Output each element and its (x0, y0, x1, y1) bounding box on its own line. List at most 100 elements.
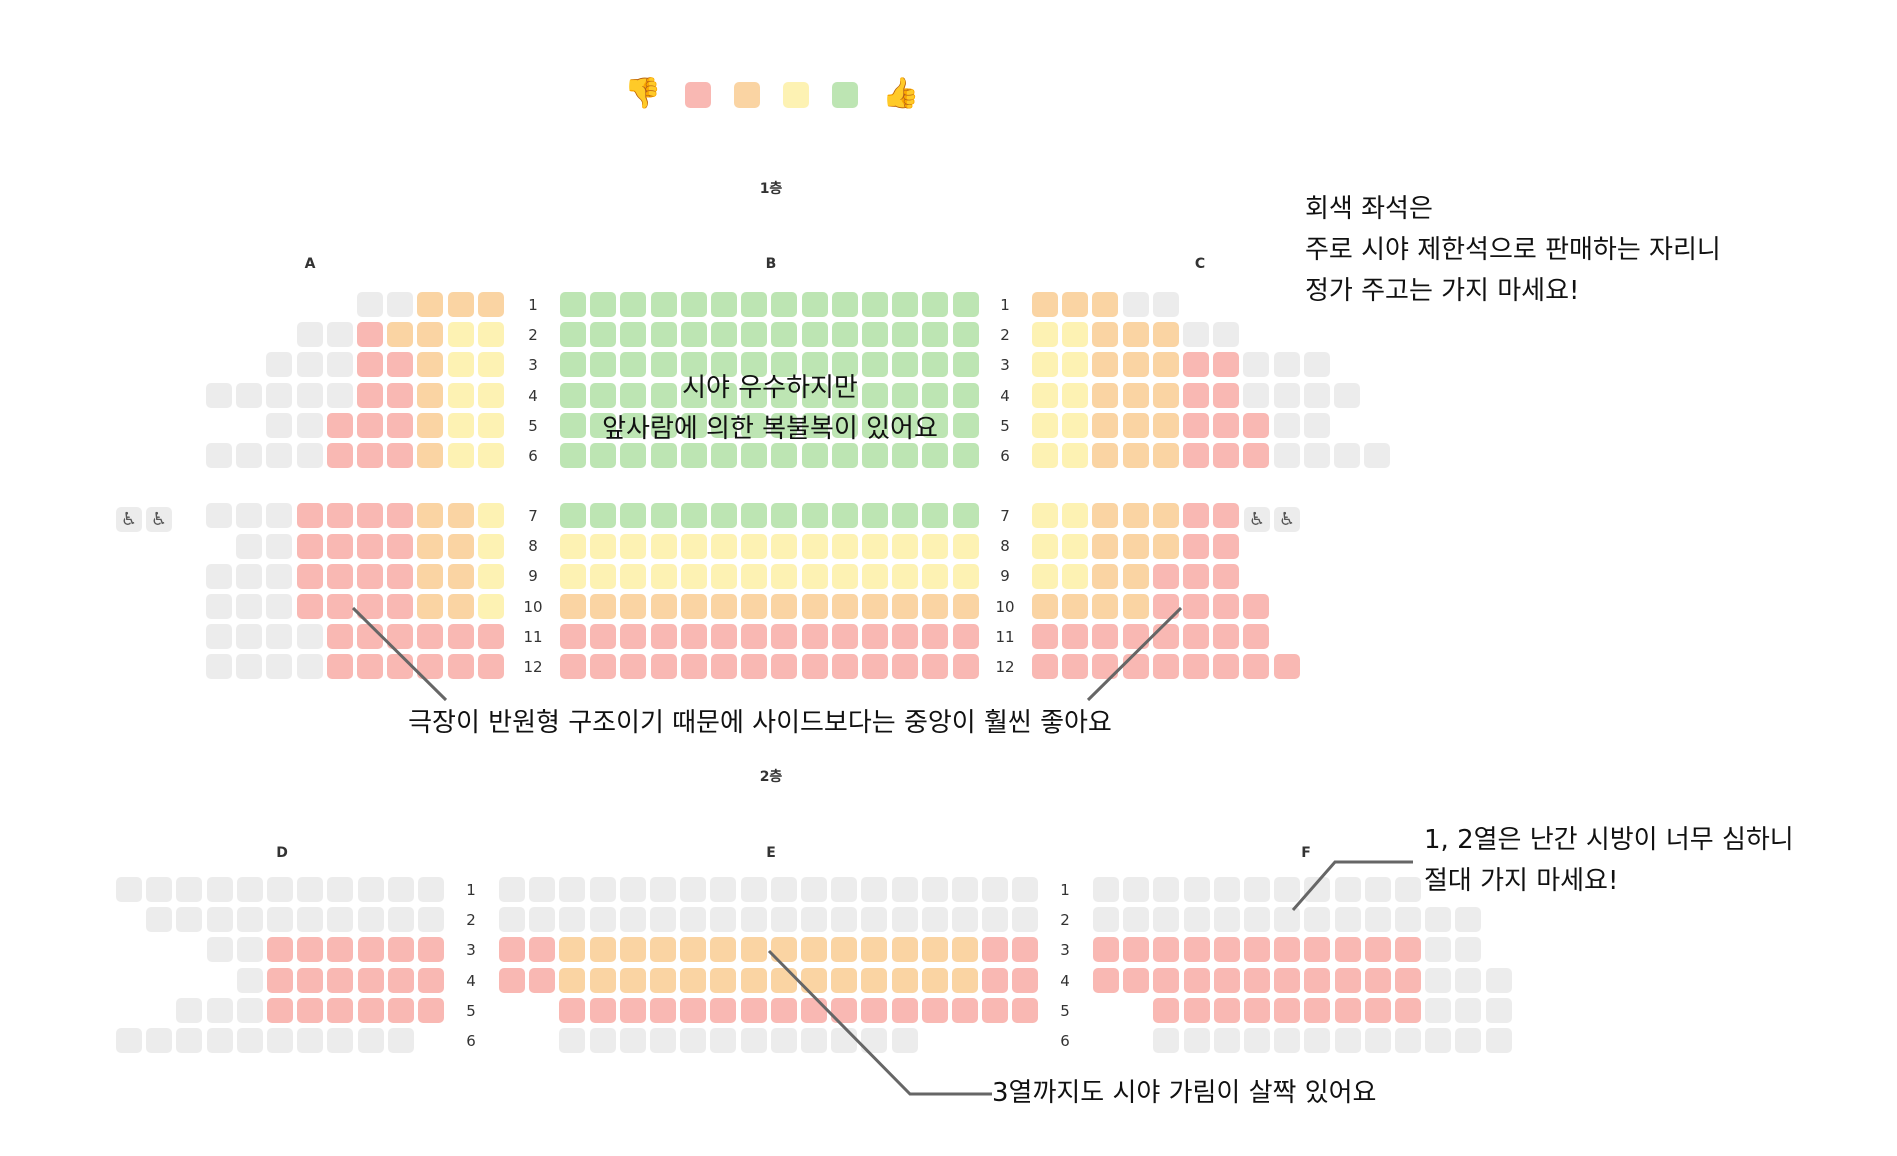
seat[interactable] (267, 1028, 293, 1053)
seat[interactable] (650, 443, 677, 468)
seat[interactable] (801, 563, 828, 589)
seat[interactable] (831, 292, 858, 317)
seat[interactable] (921, 997, 948, 1023)
seat[interactable] (892, 352, 919, 378)
seat[interactable] (922, 654, 949, 680)
seat[interactable] (1122, 654, 1149, 680)
seat[interactable] (1032, 624, 1058, 650)
seat[interactable] (831, 937, 858, 963)
seat[interactable] (1062, 322, 1089, 348)
seat[interactable] (770, 997, 797, 1023)
seat[interactable] (861, 1028, 888, 1053)
seat[interactable] (1455, 1028, 1482, 1053)
seat[interactable] (710, 997, 737, 1023)
seat[interactable] (589, 877, 616, 902)
seat[interactable] (296, 533, 323, 559)
seat[interactable] (1153, 937, 1180, 963)
seat[interactable] (952, 654, 979, 680)
seat[interactable] (296, 352, 323, 378)
seat[interactable] (326, 382, 353, 408)
seat[interactable] (922, 594, 949, 619)
seat[interactable] (560, 503, 586, 529)
seat[interactable] (417, 563, 444, 589)
seat[interactable] (892, 292, 919, 317)
seat[interactable] (1092, 352, 1119, 378)
seat[interactable] (650, 412, 677, 438)
seat[interactable] (387, 503, 414, 529)
seat[interactable] (1425, 997, 1452, 1023)
seat[interactable] (1183, 997, 1210, 1023)
seat[interactable] (620, 352, 647, 378)
seat[interactable] (1032, 352, 1058, 378)
seat[interactable] (620, 594, 647, 619)
seat[interactable] (620, 443, 647, 468)
seat[interactable] (1183, 1028, 1210, 1053)
seat[interactable] (266, 412, 293, 438)
seat[interactable] (741, 624, 768, 650)
seat[interactable] (711, 563, 737, 589)
seat[interactable] (862, 594, 888, 619)
seat[interactable] (560, 292, 586, 317)
seat[interactable] (1092, 624, 1119, 650)
seat[interactable] (892, 654, 919, 680)
seat[interactable] (499, 877, 525, 902)
seat[interactable] (770, 937, 797, 963)
seat[interactable] (952, 533, 979, 559)
seat[interactable] (1213, 594, 1240, 619)
seat[interactable] (680, 624, 707, 650)
seat[interactable] (741, 654, 768, 680)
seat[interactable] (1455, 967, 1482, 993)
seat[interactable] (771, 624, 798, 650)
seat[interactable] (1092, 533, 1119, 559)
seat[interactable] (387, 533, 414, 559)
seat[interactable] (559, 937, 586, 963)
seat[interactable] (1012, 937, 1039, 963)
seat[interactable] (1274, 967, 1301, 993)
seat[interactable] (559, 877, 586, 902)
seat[interactable] (711, 382, 737, 408)
seat[interactable] (771, 594, 798, 619)
seat[interactable] (1243, 352, 1270, 378)
seat[interactable] (357, 503, 383, 529)
seat[interactable] (1213, 654, 1240, 680)
seat[interactable] (982, 937, 1009, 963)
seat[interactable] (297, 907, 324, 933)
seat[interactable] (771, 382, 798, 408)
seat[interactable] (477, 594, 504, 619)
seat[interactable] (620, 382, 647, 408)
seat[interactable] (590, 352, 617, 378)
seat[interactable] (1364, 967, 1391, 993)
seat[interactable] (620, 503, 647, 529)
seat[interactable] (680, 654, 707, 680)
seat[interactable] (357, 412, 383, 438)
seat[interactable] (529, 907, 556, 933)
seat[interactable] (418, 997, 444, 1023)
seat[interactable] (477, 503, 504, 529)
seat[interactable] (831, 503, 858, 529)
seat[interactable] (417, 382, 444, 408)
seat[interactable] (447, 624, 474, 650)
seat[interactable] (891, 1028, 918, 1053)
seat[interactable] (1093, 877, 1119, 902)
seat[interactable] (1183, 563, 1209, 589)
seat[interactable] (1122, 292, 1149, 317)
seat[interactable] (590, 594, 617, 619)
seat[interactable] (1122, 412, 1149, 438)
seat[interactable] (387, 997, 414, 1023)
seat[interactable] (922, 563, 949, 589)
seat[interactable] (921, 937, 948, 963)
seat[interactable] (922, 292, 949, 317)
seat[interactable] (116, 877, 142, 902)
seat[interactable] (1032, 412, 1058, 438)
seat[interactable] (710, 877, 737, 902)
seat[interactable] (387, 907, 414, 933)
seat[interactable] (1183, 967, 1210, 993)
seat[interactable] (740, 997, 767, 1023)
seat[interactable] (236, 624, 263, 650)
seat[interactable] (711, 594, 737, 619)
seat[interactable] (1274, 997, 1301, 1023)
seat[interactable] (952, 624, 979, 650)
seat[interactable] (771, 533, 798, 559)
seat[interactable] (1183, 412, 1209, 438)
seat[interactable] (1183, 654, 1209, 680)
